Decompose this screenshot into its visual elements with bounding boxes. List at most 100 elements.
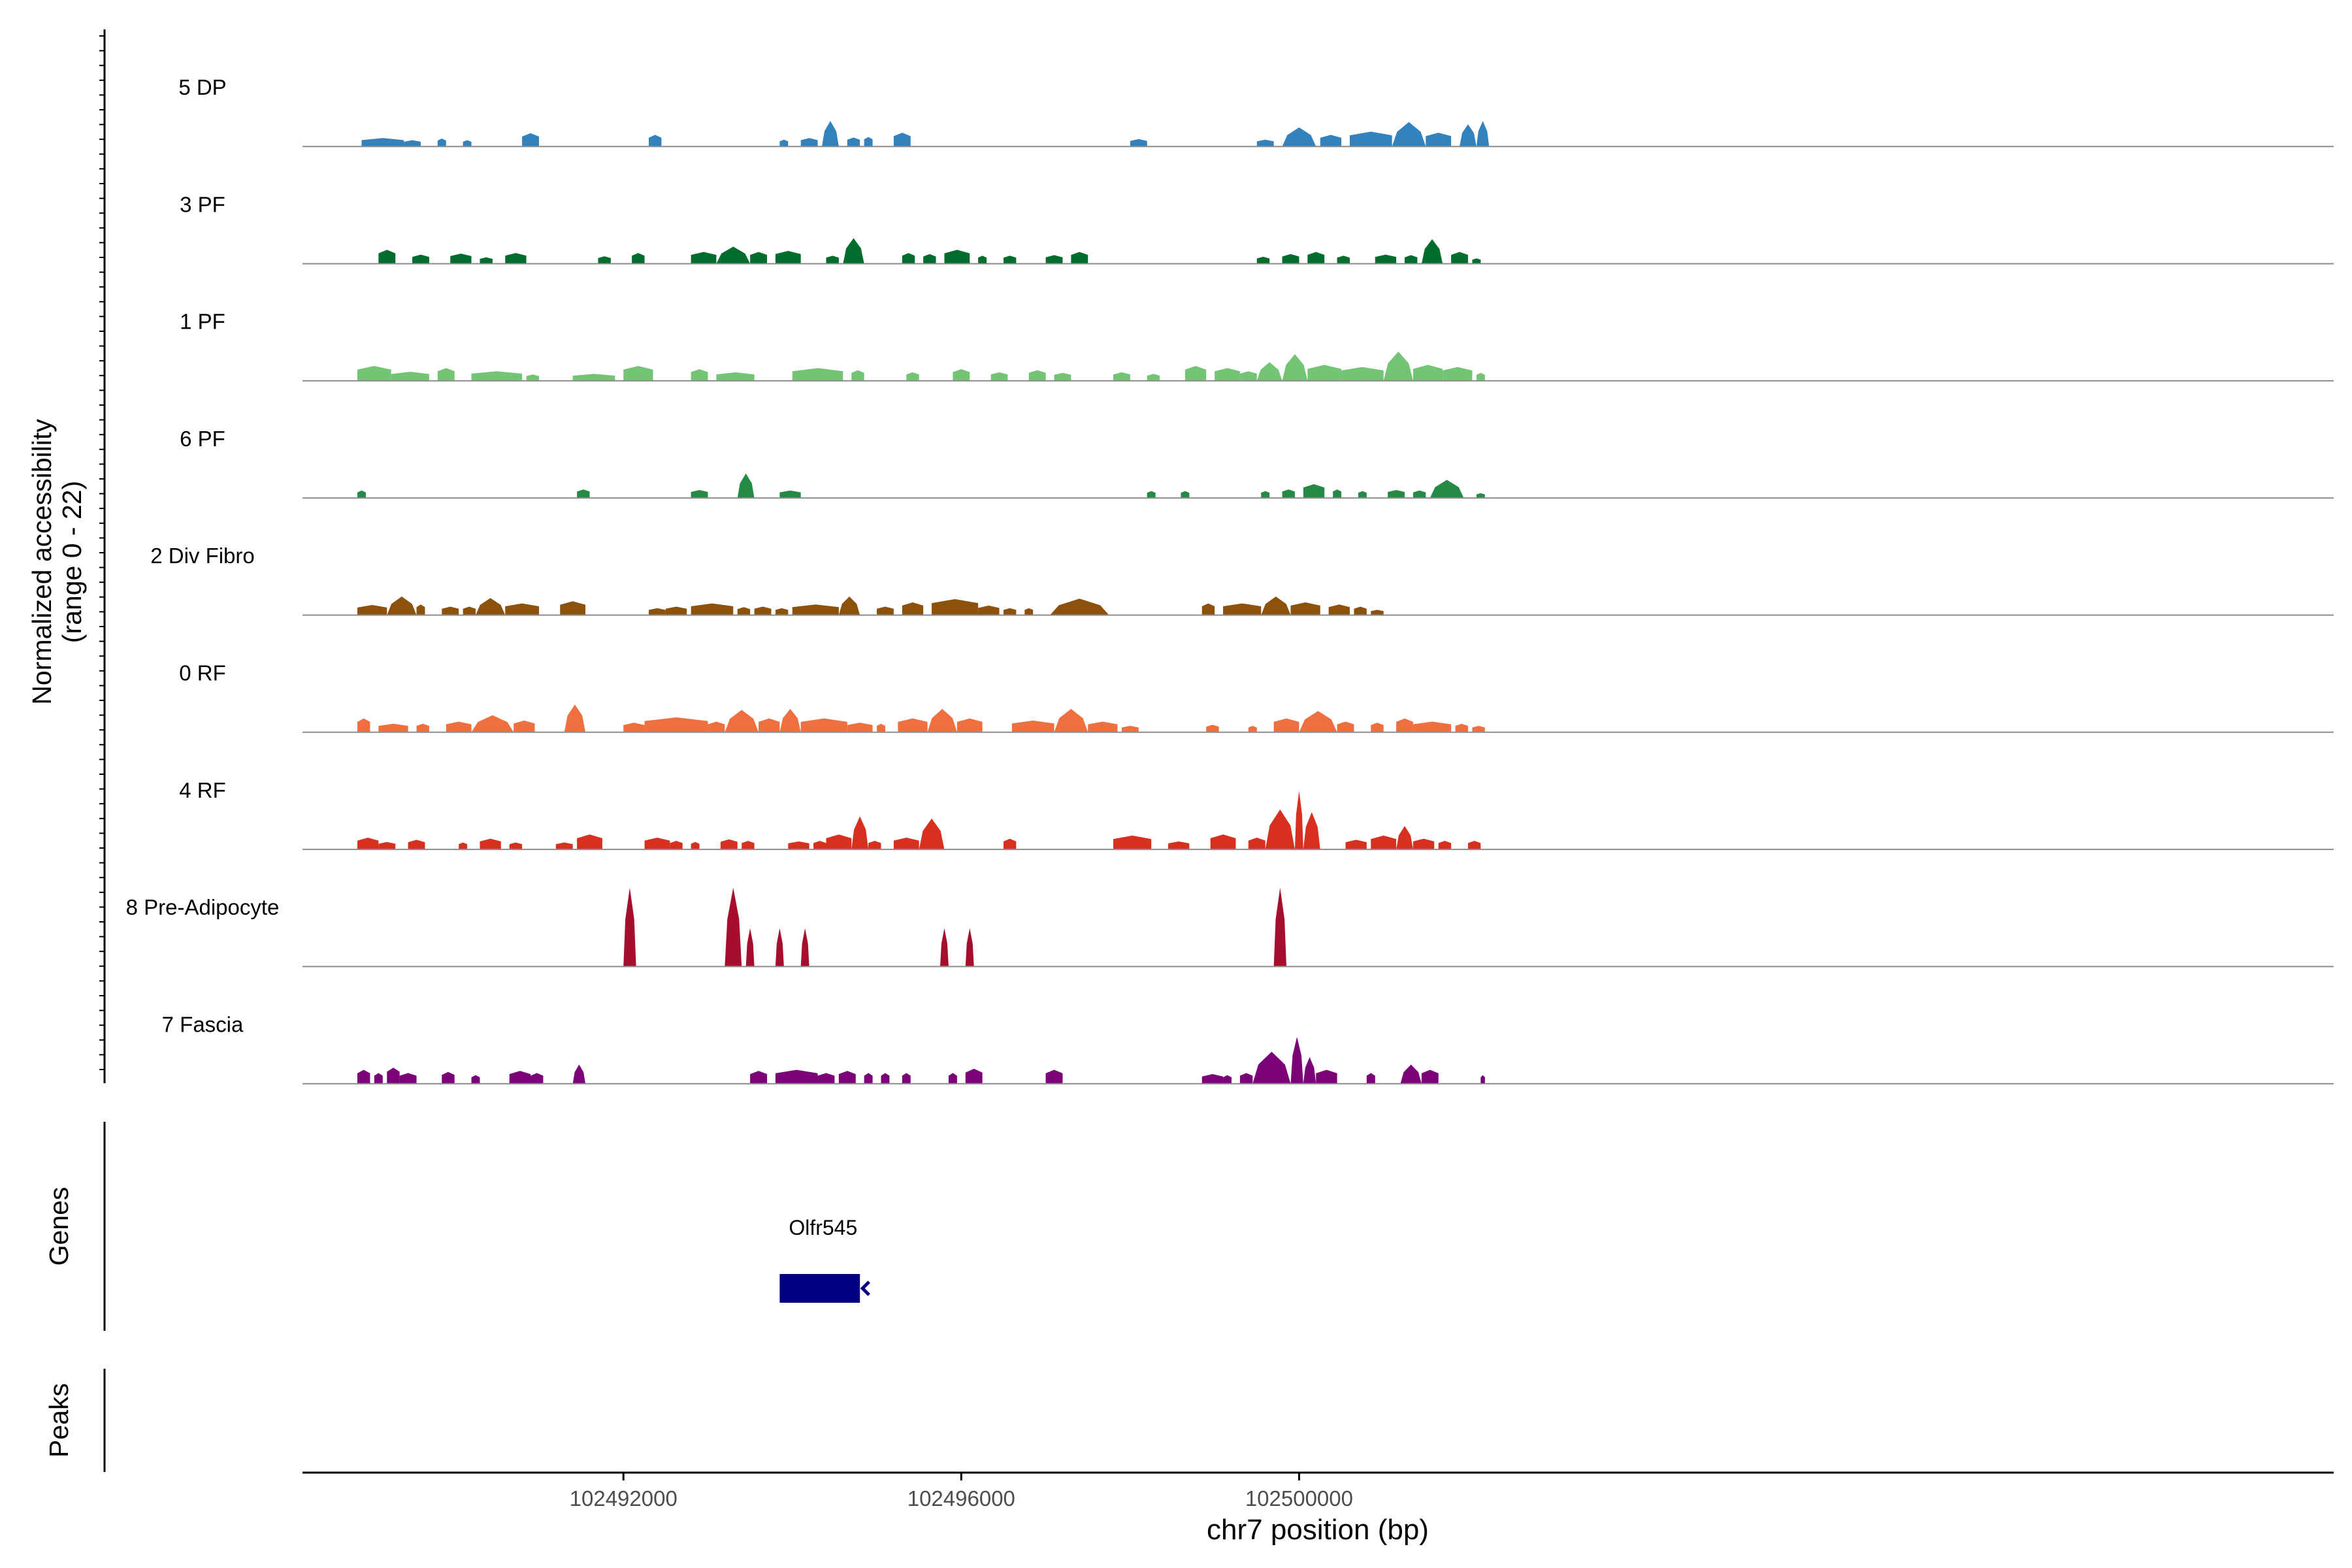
coverage-peak: [1294, 791, 1303, 850]
coverage-peak: [864, 137, 873, 147]
coverage-peak: [965, 928, 974, 967]
coverage-peak: [759, 718, 780, 732]
track-5-dp: 5 DP: [178, 75, 2334, 148]
coverage-peak: [1341, 367, 1384, 381]
coverage-peak: [1261, 596, 1291, 615]
coverage-peak: [644, 838, 670, 850]
coverage-peak: [1045, 1070, 1063, 1084]
coverage-peak: [750, 252, 767, 264]
coverage-peak: [1413, 365, 1443, 381]
coverage-peak: [932, 599, 979, 615]
coverage-peak: [1184, 366, 1207, 381]
coverage-peak: [446, 721, 472, 732]
coverage-peak: [471, 715, 514, 732]
coverage-peak: [838, 1071, 856, 1084]
coverage-peak: [691, 252, 717, 264]
coverage-peak: [1003, 255, 1017, 264]
coverage-peak: [1375, 254, 1397, 264]
coverage-peak: [560, 601, 586, 615]
coverage-peak: [1307, 252, 1325, 264]
coverage-peak: [357, 490, 366, 498]
coverage-peak: [1337, 721, 1354, 732]
x-tick-label: 102492000: [570, 1486, 678, 1511]
coverage-peak: [357, 605, 387, 615]
coverage-peak: [902, 253, 915, 264]
coverage-peak: [1011, 720, 1054, 732]
coverage-peak: [1282, 354, 1308, 381]
coverage-peak: [851, 816, 869, 850]
coverage-peak: [1392, 122, 1426, 147]
coverage-peak: [623, 887, 636, 967]
coverage-peak: [531, 1073, 544, 1084]
coverage-peak: [1358, 491, 1367, 498]
track-1-pf: 1 PF: [180, 310, 2334, 382]
coverage-peak: [1303, 812, 1320, 850]
coverage-peak: [990, 372, 1008, 381]
coverage-peak: [480, 257, 493, 264]
coverage-peak: [1054, 708, 1088, 732]
coverage-peak: [881, 1073, 890, 1084]
coverage-peak: [1223, 603, 1262, 615]
coverage-peak: [1413, 721, 1452, 732]
coverage-peak: [1388, 489, 1405, 498]
coverage-peak: [1396, 826, 1413, 850]
coverage-peak: [1354, 606, 1367, 615]
coverage-peak: [505, 253, 527, 264]
coverage-peak: [1113, 372, 1130, 381]
coverage-peak: [1451, 252, 1468, 264]
coverage-peak: [1003, 608, 1017, 615]
coverage-peak: [898, 718, 928, 732]
coverage-peak: [817, 1073, 835, 1084]
coverage-peak: [463, 140, 472, 147]
coverage-peak: [577, 489, 590, 498]
coverage-peak: [779, 490, 801, 498]
coverage-peak: [851, 370, 864, 381]
coverage-peak: [691, 489, 708, 498]
coverage-peak: [564, 704, 586, 732]
coverage-peak: [1345, 840, 1367, 850]
coverage-peak: [822, 121, 839, 147]
coverage-peak: [1147, 374, 1160, 381]
coverage-peak: [1265, 809, 1295, 850]
coverage-peak: [750, 1071, 767, 1084]
coverage-peak: [1273, 887, 1287, 967]
coverage-peak: [1201, 1074, 1224, 1084]
coverage-peak: [374, 1073, 383, 1084]
coverage-peak: [978, 605, 1000, 615]
coverage-peak: [1307, 365, 1342, 381]
coverage-peak: [1413, 838, 1435, 850]
coverage-peak: [437, 139, 446, 147]
track-label: 3 PF: [180, 192, 225, 216]
coverage-peak: [902, 602, 924, 615]
coverage-peak: [779, 139, 789, 147]
coverage-peak: [1181, 491, 1190, 498]
coverage-peak: [927, 708, 957, 732]
coverage-peak: [1396, 718, 1413, 732]
coverage-peak: [826, 255, 839, 264]
coverage-peak: [779, 708, 801, 732]
coverage-peak: [644, 717, 708, 732]
track-8-pre-adipocyte: 8 Pre-Adipocyte: [126, 887, 2334, 968]
coverage-peak: [877, 723, 885, 732]
coverage-peak: [1371, 610, 1384, 615]
coverage-peak: [357, 838, 379, 850]
coverage-peak: [716, 246, 751, 264]
coverage-peak: [357, 718, 370, 732]
coverage-peak: [1050, 598, 1109, 615]
coverage-peak: [1438, 841, 1452, 850]
coverage-peak: [450, 253, 472, 264]
coverage-peak: [357, 366, 391, 381]
track-label: 5 DP: [178, 75, 226, 99]
coverage-peak: [1383, 351, 1413, 381]
track-label: 4 RF: [179, 778, 226, 802]
coverage-peak: [919, 818, 945, 850]
coverage-peak: [978, 255, 987, 264]
coverage-peak: [1248, 726, 1257, 732]
coverage-peak: [378, 250, 396, 264]
coverage-peak: [1256, 257, 1270, 264]
coverage-peak: [408, 840, 425, 850]
coverage-peak: [847, 723, 873, 732]
coverage-peak: [940, 928, 949, 967]
track-label: 0 RF: [179, 661, 226, 685]
coverage-peak: [1215, 368, 1240, 381]
